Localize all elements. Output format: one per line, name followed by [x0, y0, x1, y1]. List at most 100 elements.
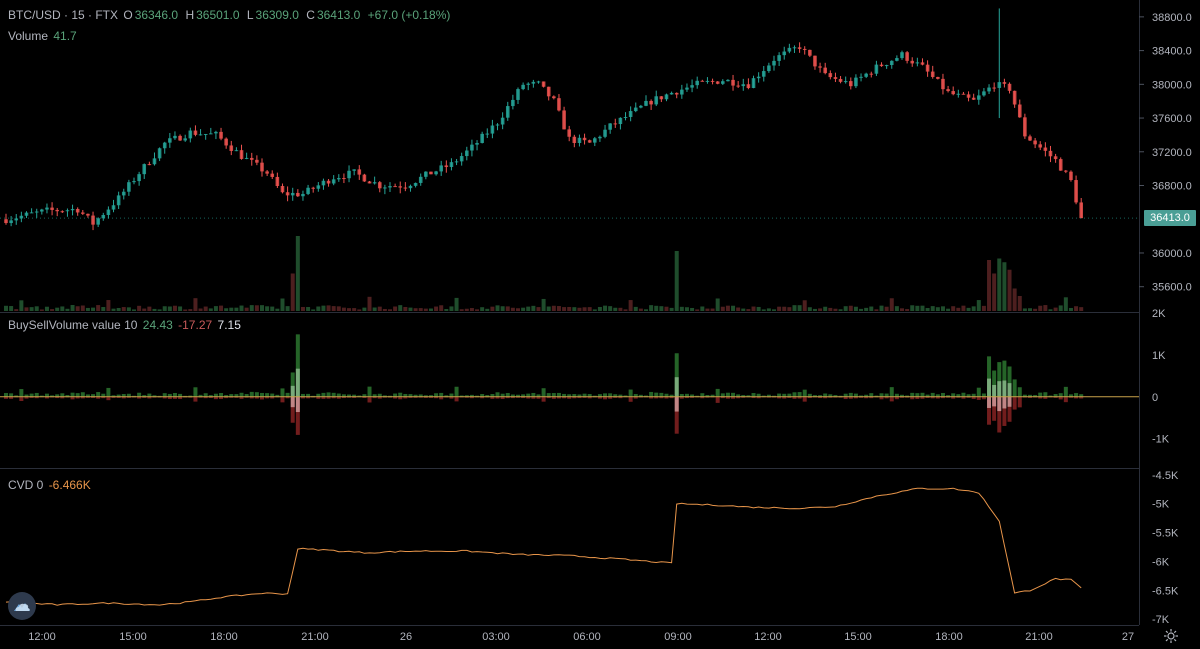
bsv-buy-bar — [428, 395, 433, 397]
volume-bar — [70, 305, 75, 311]
candle-body — [383, 187, 387, 189]
candle-body — [1017, 104, 1022, 118]
bsv-net-bar — [987, 378, 992, 397]
volume-bar — [736, 307, 741, 311]
volume-bar — [782, 306, 787, 311]
candle-body — [75, 208, 80, 213]
bsv-buy-bar — [772, 395, 776, 397]
volume-bar — [940, 306, 945, 311]
bsv-buy-bar — [710, 394, 715, 397]
bsv-sell-bar — [393, 396, 398, 399]
bsv-buy-bar — [480, 394, 485, 397]
bsv-sell-bar — [229, 396, 234, 398]
cloud-logo-icon[interactable] — [8, 592, 36, 620]
volume-bar — [459, 309, 464, 311]
volume-bar — [290, 273, 295, 311]
volume-bar — [55, 307, 60, 311]
volume-bar — [690, 307, 695, 311]
bsv-buy-bar — [475, 395, 480, 397]
bsv-buy-bar — [884, 393, 889, 397]
volume-bar — [224, 308, 229, 311]
gear-icon[interactable] — [1163, 628, 1179, 644]
price-tick-label: 37200.0 — [1152, 147, 1192, 159]
bsv-buy-bar — [321, 392, 326, 397]
bsv-buy-bar — [352, 394, 357, 397]
candle-body — [142, 164, 147, 175]
volume-bar — [219, 305, 224, 311]
candle-body — [178, 135, 182, 141]
volume-bar — [618, 307, 623, 311]
candle-body — [326, 180, 331, 184]
candle-body — [598, 136, 602, 139]
bsv-sell-bar — [316, 396, 321, 399]
bsv-sell-bar — [756, 396, 761, 399]
bsv-buy-bar — [879, 393, 884, 397]
volume-bar — [300, 306, 305, 311]
bsv-buy-bar — [60, 393, 65, 397]
volume-bar — [521, 307, 526, 311]
candle-body — [34, 211, 39, 213]
bsv-buy-bar — [997, 362, 1002, 397]
volume-bar — [80, 305, 85, 311]
bsv-buy-bar — [864, 394, 869, 397]
bsv-buy-bar — [546, 393, 551, 397]
volume-bar — [741, 308, 746, 311]
candle-body — [342, 178, 346, 180]
volume-bar — [75, 306, 80, 311]
candle-body — [449, 162, 454, 168]
bsv-buy-bar — [234, 394, 239, 397]
bsv-buy-bar — [270, 393, 275, 397]
volume-bar — [1048, 309, 1053, 311]
bsv-sell-bar — [659, 396, 664, 399]
volume-bar — [44, 306, 49, 311]
volume-bar — [684, 307, 689, 311]
bsv-net-bar — [1007, 396, 1012, 407]
bsv-sell-bar — [894, 396, 899, 400]
volume-bar — [306, 307, 311, 311]
bsv-sell-bar — [736, 396, 741, 399]
bsv-buy-bar — [96, 392, 101, 397]
bsv-sell-bar — [664, 396, 669, 399]
volume-bar — [388, 309, 392, 311]
bsv-sell-bar — [454, 396, 459, 402]
bsv-buy-bar — [874, 395, 879, 397]
volume-bar — [1007, 269, 1012, 311]
bsv-sell-bar — [290, 396, 295, 423]
candle-body — [101, 214, 106, 219]
candle-body — [639, 105, 643, 108]
candle-body — [690, 85, 694, 88]
bsv-buy-bar — [213, 393, 218, 397]
volume-bar — [270, 306, 275, 311]
candle-body — [1007, 83, 1012, 91]
cvd-tick-label: -5K — [1152, 499, 1170, 511]
candle-body — [60, 211, 65, 213]
volume-bar — [469, 308, 474, 311]
volume-bar — [638, 308, 643, 311]
bsv-sell-bar — [910, 396, 915, 400]
bsv-sell-bar — [700, 396, 705, 399]
candle-body — [971, 97, 976, 100]
volume-bar — [352, 308, 357, 311]
candle-body — [828, 73, 833, 78]
volume-bar — [644, 309, 648, 311]
volume-bar — [367, 296, 372, 311]
candle-body — [823, 67, 827, 74]
bsv-sell-bar — [971, 396, 976, 399]
bsv-buy-bar — [239, 392, 244, 397]
volume-bar — [96, 305, 101, 311]
candle-body — [229, 145, 234, 151]
candle-body — [802, 48, 807, 50]
candle-body — [1079, 202, 1083, 219]
bsv-buy-bar — [280, 388, 285, 397]
bsv-buy-bar — [44, 393, 49, 397]
candle-body — [705, 80, 710, 82]
bsv-buy-bar — [219, 393, 224, 397]
bsv-sell-bar — [260, 396, 264, 400]
candle-body — [265, 171, 269, 174]
bsv-buy-bar — [357, 395, 362, 397]
volume-bar — [1074, 306, 1079, 311]
candle-body — [495, 124, 500, 126]
bsv-sell-bar — [234, 396, 239, 398]
volume-bar — [321, 305, 326, 311]
